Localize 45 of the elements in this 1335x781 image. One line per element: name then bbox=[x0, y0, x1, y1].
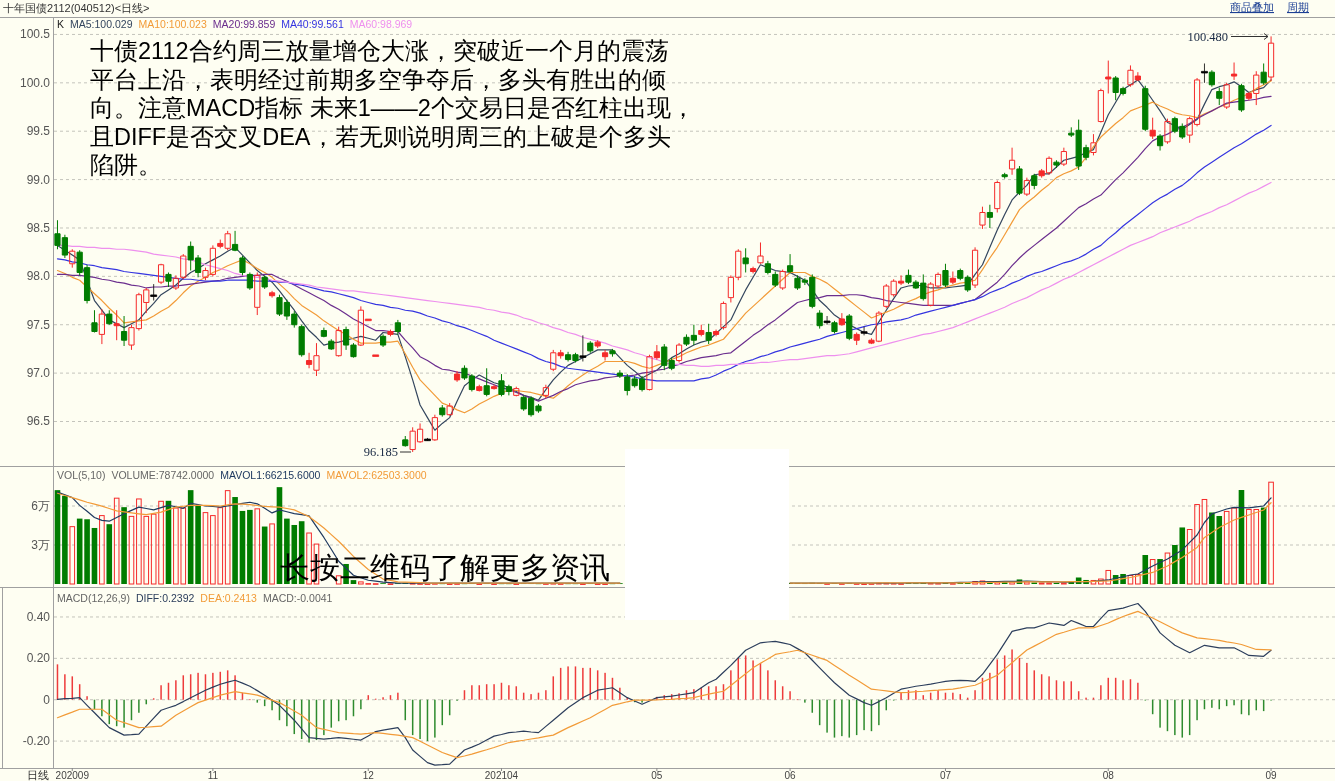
chart-title: MACD(12,26,9) bbox=[57, 592, 130, 604]
annotation: MACD:-0.0041 bbox=[262, 592, 333, 604]
x-tick-label: 08 bbox=[1102, 770, 1115, 781]
y-tick-label: 100.5 bbox=[19, 27, 51, 42]
annotation: 96.185 bbox=[363, 445, 398, 459]
text: MA40:99.561 bbox=[281, 18, 344, 30]
x-tick-label: 202009 bbox=[55, 770, 90, 781]
text: DIFF:0.2392 bbox=[135, 592, 195, 604]
y-tick-label: -0.20 bbox=[22, 734, 51, 749]
text: DEA:0.2413 bbox=[200, 592, 258, 604]
y-tick-label: 0.20 bbox=[26, 651, 51, 666]
x-tick-label: 05 bbox=[651, 770, 663, 781]
y-tick-label: 0.40 bbox=[26, 609, 51, 624]
x-tick-label: 06 bbox=[784, 770, 797, 781]
y-tick-label: 96.5 bbox=[26, 414, 51, 429]
text: MAVOL2:62503.3000 bbox=[326, 469, 427, 481]
annotation: K bbox=[57, 18, 65, 30]
x-tick-label: 202104 bbox=[484, 770, 519, 781]
x-tick-label: 09 bbox=[1265, 770, 1278, 781]
y-tick-label: 98.5 bbox=[26, 220, 51, 235]
chart-title: VOL(5,10) bbox=[57, 469, 106, 481]
x-axis-title: 日线 bbox=[27, 769, 49, 781]
y-tick-label: 98.0 bbox=[26, 269, 51, 284]
x-tick-label: 07 bbox=[939, 770, 952, 781]
annotation: 100.480 bbox=[1187, 30, 1228, 44]
text: MA5:100.029 bbox=[70, 18, 133, 30]
chart-title: 十年国债2112(040512)<日线> bbox=[3, 2, 150, 14]
text: MA60:98.969 bbox=[349, 18, 413, 30]
y-tick-label: 99.0 bbox=[26, 172, 51, 187]
y-tick-label: 3万 bbox=[31, 538, 50, 552]
y-tick-label: 6万 bbox=[31, 499, 50, 513]
text: 周期 bbox=[1287, 1, 1309, 13]
annotation: VOLUME:78742.0000 bbox=[111, 469, 215, 481]
text: MA10:100.023 bbox=[138, 18, 207, 30]
text: MAVOL1:66215.6000 bbox=[220, 469, 321, 481]
y-tick-label: 99.5 bbox=[26, 124, 51, 139]
x-tick-label: 11 bbox=[207, 770, 219, 781]
x-tick-label: 12 bbox=[362, 770, 375, 781]
annotation: 十债2112合约周三放量增仓大涨，突破近一个月的震荡平台上沿，表明经过前期多空争夺后，多头有胜出的倾向。注意MACD指标 未来1——2个交易日是否红柱出现，且DIFF是否交叉DEA，若无则说明周三的上破是个多头陷阱。 bbox=[90, 38, 695, 179]
text: 商品叠加 bbox=[1230, 1, 1274, 13]
text: MA20:99.859 bbox=[212, 18, 276, 30]
y-tick-label: 97.5 bbox=[26, 317, 51, 332]
y-tick-label: 0 bbox=[43, 692, 51, 707]
y-tick-label: 97.0 bbox=[26, 366, 51, 381]
y-tick-label: 100.0 bbox=[19, 75, 51, 90]
